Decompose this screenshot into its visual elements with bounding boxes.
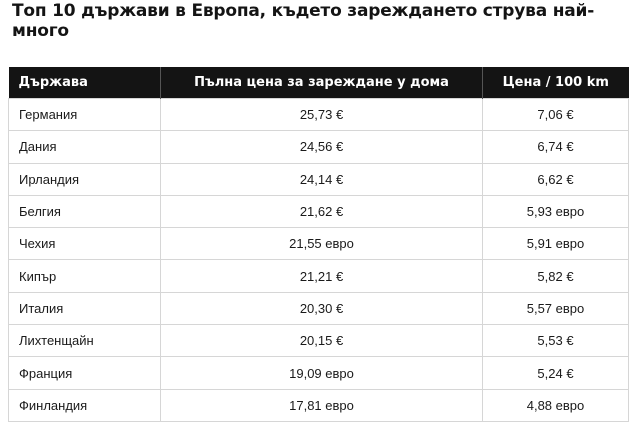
cell-price-per-100km: 6,74 € xyxy=(482,130,629,164)
cell-price-per-100km: 5,93 евро xyxy=(482,194,629,229)
cell-price-per-100km: 5,82 € xyxy=(482,259,629,293)
table-row: Дания 24,56 €6,74 € xyxy=(8,130,629,164)
cell-full-price: 21,21 € xyxy=(160,259,483,293)
cell-price-per-100km: 7,06 € xyxy=(482,97,629,132)
table-row: Кипър 21,21 €5,82 € xyxy=(8,259,629,293)
cell-full-price: 20,30 € xyxy=(160,291,483,326)
table-row: Белгия 21,62 €5,93 евро xyxy=(8,194,629,229)
table-row: Германия 25,73 €7,06 € xyxy=(8,97,629,132)
cell-country: Финландия xyxy=(8,388,161,422)
table-header-row: Държава Пълна цена за зареждане у дома Ц… xyxy=(8,67,629,99)
cell-full-price: 25,73 € xyxy=(160,97,483,132)
table-row: Финландия 17,81 евро 4,88 евро xyxy=(8,388,629,422)
cell-full-price: 24,14 € xyxy=(160,162,483,196)
cell-country: Германия xyxy=(8,97,161,132)
charging-cost-table: Държава Пълна цена за зареждане у дома Ц… xyxy=(8,67,629,422)
table-row: Франция 19,09 евро 5,24 € xyxy=(8,356,629,390)
cell-full-price: 21,55 евро xyxy=(160,227,483,261)
cell-country: Белгия xyxy=(8,194,161,229)
cell-country: Франция xyxy=(8,356,161,390)
table-row: Италия 20,30 €5,57 евро xyxy=(8,291,629,326)
cell-full-price: 19,09 евро xyxy=(160,356,483,390)
table-row: Ирландия 24,14 €6,62 € xyxy=(8,162,629,196)
column-header-full-price: Пълна цена за зареждане у дома xyxy=(160,67,483,99)
table-row: Чехия 21,55 евро 5,91 евро xyxy=(8,227,629,261)
table-body: Германия 25,73 €7,06 € Дания 24,56 €6,74 € И… xyxy=(8,97,629,422)
cell-price-per-100km: 5,53 € xyxy=(482,324,629,358)
cell-country: Кипър xyxy=(8,259,161,293)
cell-price-per-100km: 5,57 евро xyxy=(482,291,629,326)
cell-price-per-100km: 5,91 евро xyxy=(482,227,629,261)
cell-full-price: 21,62 € xyxy=(160,194,483,229)
cell-price-per-100km: 4,88 евро xyxy=(482,388,629,422)
column-header-price-per-100km: Цена / 100 km xyxy=(482,67,629,99)
column-header-country: Държава xyxy=(8,67,161,99)
cell-country: Лихтенщайн xyxy=(8,324,161,358)
page-title: Топ 10 държави в Европа, където зареждан… xyxy=(12,1,595,41)
cell-country: Ирландия xyxy=(8,162,161,196)
cell-price-per-100km: 5,24 € xyxy=(482,356,629,390)
cell-full-price: 24,56 € xyxy=(160,130,483,164)
cell-country: Дания xyxy=(8,130,161,164)
table-row: Лихтенщайн 20,15 €5,53 € xyxy=(8,324,629,358)
cell-country: Чехия xyxy=(8,227,161,261)
cell-country: Италия xyxy=(8,291,161,326)
cell-full-price: 17,81 евро xyxy=(160,388,483,422)
cell-full-price: 20,15 € xyxy=(160,324,483,358)
cell-price-per-100km: 6,62 € xyxy=(482,162,629,196)
